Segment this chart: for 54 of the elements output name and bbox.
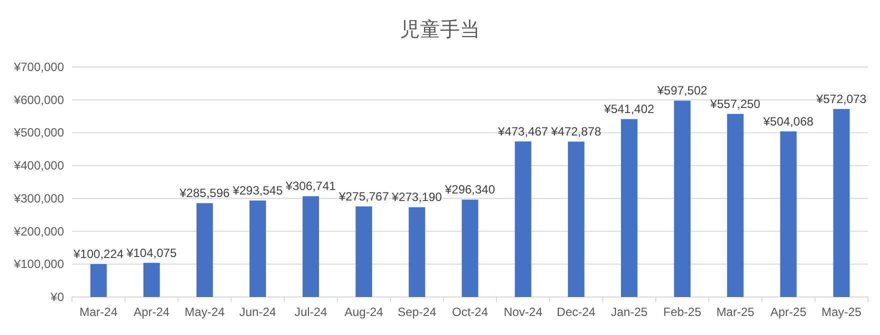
data-label: ¥285,596 [178,186,230,200]
x-tick-label: Feb-25 [663,305,702,319]
bar [250,200,266,297]
data-label: ¥306,741 [284,179,336,194]
bar [568,142,584,297]
bar [727,114,744,297]
bar [90,264,107,297]
y-tick-label: ¥100,000 [12,257,64,272]
x-tick-label: Mar-25 [716,305,755,319]
data-label: ¥472,878 [550,124,602,139]
data-label: ¥275,767 [338,189,390,204]
x-tick-label: Apr-24 [134,305,170,319]
data-label: ¥273,190 [390,190,442,204]
x-tick-label: Jun-24 [239,305,276,319]
x-tick-label: Dec-24 [556,305,596,319]
data-label: ¥296,340 [444,182,496,197]
data-label: ¥572,073 [815,92,867,106]
bar [780,131,797,297]
x-tick-label: Jan-25 [610,305,648,319]
data-label: ¥597,502 [656,84,708,98]
data-label: ¥293,545 [232,184,284,198]
bar [620,119,638,297]
x-tick-label: Apr-25 [770,305,807,319]
data-label: ¥473,467 [497,124,548,138]
data-label: ¥541,402 [603,102,655,116]
data-label: ¥557,250 [709,96,761,111]
y-tick-label: ¥700,000 [12,60,64,74]
data-label: ¥504,068 [762,114,814,128]
bar [143,262,160,297]
bar [302,196,320,297]
data-label: ¥104,075 [126,246,177,260]
bar [833,109,850,297]
data-label: ¥100,224 [72,247,124,262]
y-tick-label: ¥200,000 [12,224,64,238]
y-tick-label: ¥600,000 [12,92,64,107]
x-tick-label: Mar-24 [80,305,118,319]
bar [674,100,690,297]
x-tick-label: Aug-24 [344,305,384,319]
x-tick-label: May-25 [821,305,862,319]
bar [196,203,213,297]
chart-title: 児童手当 [400,18,480,41]
x-tick-label: Sep-24 [398,305,437,319]
x-tick-label: Oct-24 [452,305,488,319]
bar [408,207,426,297]
x-tick-label: Nov-24 [504,305,543,319]
x-tick-label: May-24 [184,305,225,319]
y-tick-label: ¥300,000 [12,191,64,206]
bar [462,200,478,297]
bar [356,206,372,297]
bar [514,141,532,297]
y-tick-label: ¥400,000 [12,158,64,173]
y-tick-label: ¥0 [50,290,64,304]
y-tick-label: ¥500,000 [12,126,64,140]
x-tick-label: Jul-24 [294,305,328,319]
